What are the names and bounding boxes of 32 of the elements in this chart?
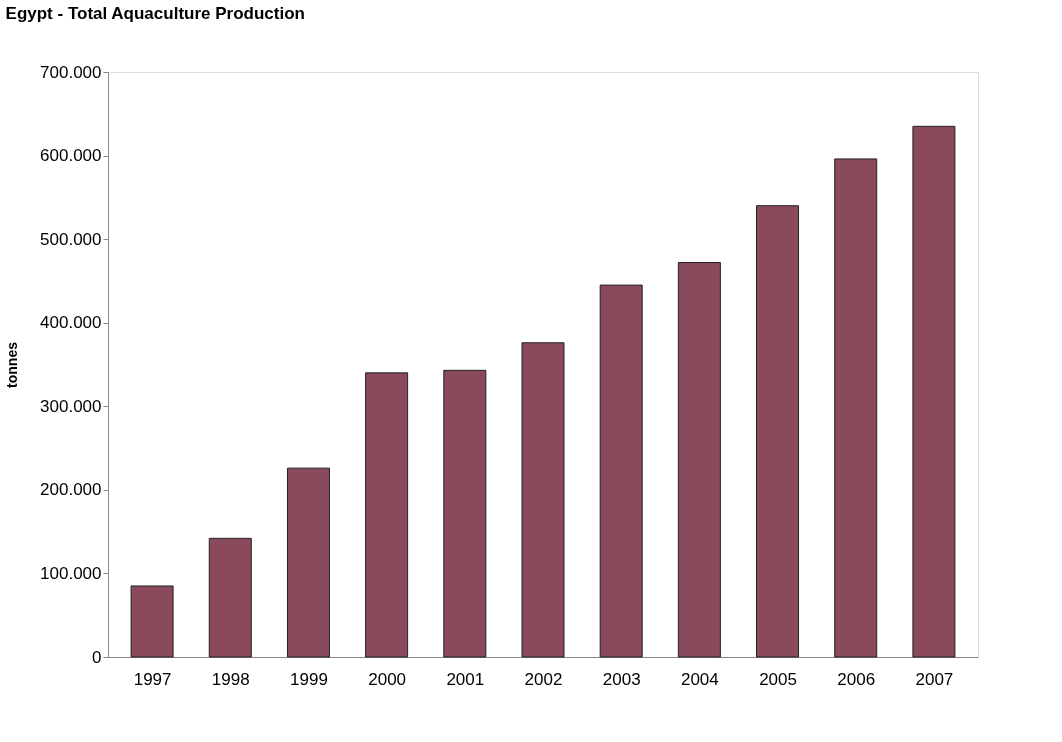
x-tick-label: 1997: [133, 669, 172, 689]
bar: [286, 467, 330, 658]
bar: [756, 205, 800, 658]
x-tick-label: 2000: [368, 669, 407, 689]
bar: [677, 262, 721, 658]
y-axis-title: tonnes: [4, 341, 21, 388]
bar: [208, 537, 252, 658]
x-tick-label: 1998: [211, 669, 250, 689]
x-tick-label: 2006: [837, 669, 876, 689]
chart-title: Egypt - Total Aquaculture Production: [5, 4, 305, 23]
x-tick-label: 2007: [915, 669, 954, 689]
y-tick-label: 300.000: [40, 396, 102, 416]
x-tick-label: 2005: [759, 669, 797, 689]
x-tick-label: 1999: [290, 669, 328, 689]
x-tick-label: 2001: [446, 669, 485, 689]
x-tick-label: 2002: [524, 669, 563, 689]
bar: [443, 369, 487, 658]
bar: [130, 585, 174, 658]
x-tick-label: 2004: [680, 669, 719, 689]
bar: [912, 125, 956, 658]
y-tick-label: 0: [92, 647, 102, 667]
bar: [599, 284, 643, 658]
y-tick-label: 200.000: [40, 480, 102, 500]
y-tick-label: 600.000: [40, 146, 102, 166]
bar: [365, 372, 409, 658]
y-tick-label: 700.000: [40, 62, 102, 82]
y-tick-label: 400.000: [40, 313, 102, 333]
y-tick-label: 100.000: [40, 563, 102, 583]
bar: [834, 158, 878, 658]
bar: [521, 342, 565, 658]
y-tick-label: 500.000: [40, 229, 102, 249]
x-tick-label: 2003: [602, 669, 641, 689]
